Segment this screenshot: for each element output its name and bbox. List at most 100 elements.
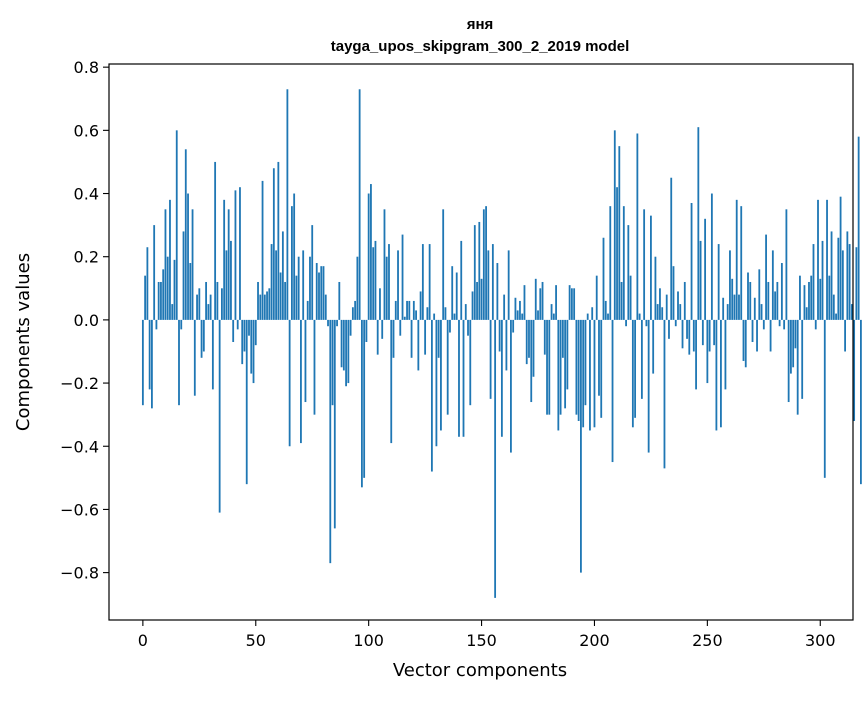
bar-305 (830, 231, 833, 320)
bar-111 (392, 319, 395, 358)
bar-87 (338, 281, 341, 320)
bar-83 (329, 319, 332, 564)
bar-36 (223, 199, 226, 320)
y-axis-ticks: −0.8 −0.6 −0.4 −0.2 0.0 0.2 0.4 0.6 0.8 (60, 58, 109, 583)
bar-282 (778, 319, 781, 327)
bar-122 (417, 319, 420, 371)
bar-125 (424, 319, 427, 355)
bar-265 (740, 206, 743, 320)
bar-101 (370, 184, 372, 320)
bar-224 (647, 319, 650, 453)
bar-73 (306, 300, 309, 320)
bar-152 (485, 206, 487, 320)
bar-222 (643, 209, 646, 320)
bar-192 (575, 319, 578, 415)
y-tick-label: −0.4 (60, 437, 99, 456)
bar-22 (191, 209, 194, 320)
bar-81 (324, 294, 327, 320)
bar-290 (796, 319, 799, 415)
bar-259 (726, 304, 729, 320)
bar-250 (706, 319, 709, 384)
bar-28 (205, 281, 207, 320)
bar-25 (198, 288, 201, 320)
bar-135 (446, 319, 449, 415)
bar-207 (609, 206, 612, 320)
bar-286 (787, 319, 790, 403)
bar-161 (505, 319, 508, 371)
bar-30 (209, 294, 212, 320)
bar-45 (243, 319, 246, 352)
x-tick-label: 250 (692, 631, 723, 650)
x-tick-label: 0 (138, 631, 148, 650)
bar-127 (428, 244, 431, 320)
bar-104 (376, 319, 379, 355)
x-tick-label: 100 (353, 631, 384, 650)
bar-204 (602, 237, 605, 320)
bar-77 (315, 263, 318, 320)
bar-196 (584, 319, 587, 406)
bar-307 (835, 313, 837, 320)
bar-269 (749, 281, 752, 320)
bar-128 (430, 319, 433, 472)
bar-82 (327, 319, 329, 327)
bar-6 (155, 319, 158, 330)
bar-49 (252, 319, 255, 384)
bar-126 (426, 307, 429, 320)
bar-312 (846, 231, 849, 320)
bar-146 (471, 291, 474, 320)
bar-14 (173, 259, 176, 320)
bar-214 (625, 319, 627, 327)
bar-199 (591, 307, 594, 320)
bar-5 (153, 225, 156, 320)
bar-193 (577, 319, 580, 421)
bar-255 (717, 244, 720, 320)
bar-158 (498, 319, 501, 352)
bar-229 (659, 288, 661, 320)
bar-217 (631, 319, 634, 428)
bar-110 (390, 319, 393, 444)
bar-94 (354, 300, 357, 320)
bar-68 (295, 275, 298, 320)
bar-160 (503, 294, 506, 320)
bar-210 (616, 187, 618, 320)
bar-157 (496, 263, 499, 320)
bar-9 (162, 269, 165, 320)
bar-88 (340, 319, 343, 368)
bar-254 (715, 319, 718, 431)
bar-271 (753, 297, 756, 320)
bar-318 (860, 319, 862, 485)
bar-213 (622, 206, 625, 320)
bar-27 (202, 319, 205, 352)
bar-221 (640, 319, 643, 399)
bar-109 (388, 244, 390, 320)
bar-60 (277, 161, 280, 320)
bar-184 (557, 319, 560, 431)
bar-74 (309, 256, 311, 320)
bar-19 (184, 149, 187, 320)
x-axis-label: Vector components (393, 660, 567, 681)
bar-151 (482, 209, 485, 320)
bar-98 (363, 319, 366, 478)
bar-150 (480, 278, 483, 320)
bar-138 (453, 313, 456, 320)
bar-117 (406, 300, 408, 320)
bar-317 (857, 136, 860, 320)
bar-144 (467, 319, 469, 336)
bar-245 (695, 319, 697, 390)
bar-20 (187, 193, 189, 320)
bar-295 (808, 281, 810, 320)
bar-59 (275, 250, 277, 320)
bar-11 (166, 256, 169, 320)
bar-242 (688, 319, 691, 355)
bar-41 (234, 190, 237, 320)
bar-178 (543, 319, 546, 355)
bar-241 (686, 319, 688, 339)
bar-84 (331, 319, 334, 406)
bar-267 (744, 319, 747, 368)
bar-48 (250, 319, 253, 374)
bar-53 (261, 180, 264, 320)
bar-275 (762, 319, 765, 330)
bar-308 (837, 237, 840, 320)
bar-270 (751, 319, 754, 342)
bar-29 (207, 304, 210, 320)
